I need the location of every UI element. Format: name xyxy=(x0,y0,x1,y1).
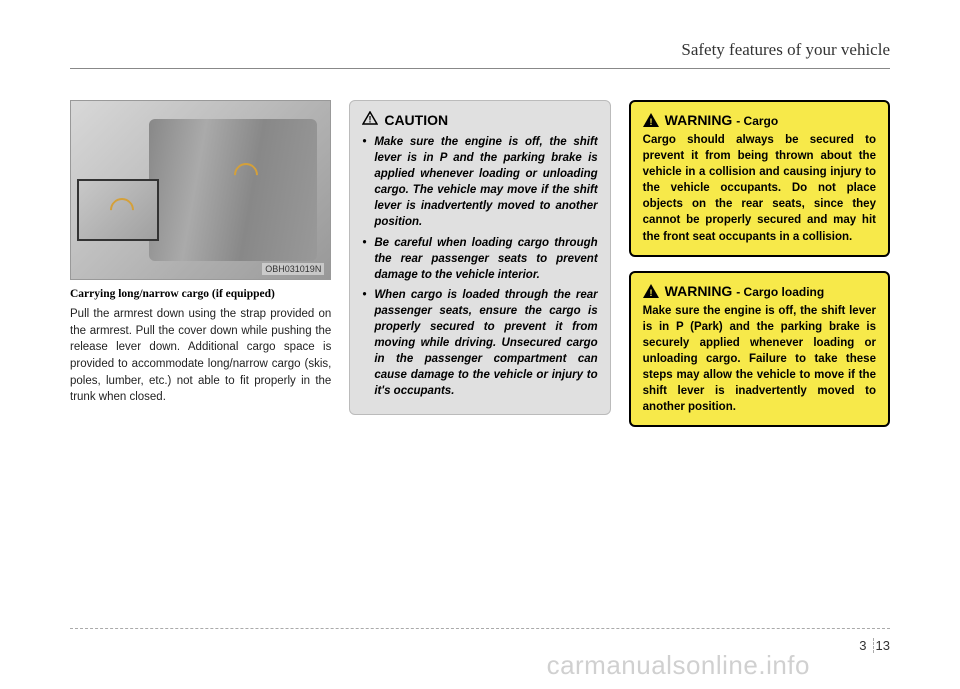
svg-text:!: ! xyxy=(649,117,652,127)
column-left: OBH031019N Carrying long/narrow cargo (i… xyxy=(70,100,331,441)
warning-body: Cargo should always be secured to preven… xyxy=(643,132,876,245)
warning-body: Make sure the engine is off, the shift l… xyxy=(643,303,876,416)
warning-header: ! WARNING - Cargo loading xyxy=(643,283,876,299)
section-number: 3 xyxy=(859,638,873,653)
caution-item: Make sure the engine is off, the shift l… xyxy=(362,134,597,231)
body-paragraph: Pull the armrest down using the strap pr… xyxy=(70,306,331,406)
column-right: ! WARNING - Cargo Cargo should always be… xyxy=(629,100,890,441)
caution-item: Be careful when loading cargo through th… xyxy=(362,235,597,283)
warning-title: WARNING xyxy=(665,283,733,299)
warning-box-cargo: ! WARNING - Cargo Cargo should always be… xyxy=(629,100,890,257)
column-middle: ! CAUTION Make sure the engine is off, t… xyxy=(349,100,610,441)
svg-text:!: ! xyxy=(369,115,372,125)
caution-triangle-icon: ! xyxy=(362,111,378,128)
caution-header: ! CAUTION xyxy=(362,111,597,128)
warning-subtitle: - Cargo xyxy=(736,114,778,128)
figure-code-label: OBH031019N xyxy=(262,263,324,275)
header-divider xyxy=(70,68,890,69)
footer-divider xyxy=(70,628,890,629)
figure-illustration: OBH031019N xyxy=(70,100,331,280)
page-num: 13 xyxy=(876,638,890,653)
svg-text:!: ! xyxy=(649,288,652,298)
seat-graphic xyxy=(149,119,318,261)
figure-inset xyxy=(77,179,159,241)
caution-item: When cargo is loaded through the rear pa… xyxy=(362,287,597,400)
warning-subtitle: - Cargo loading xyxy=(736,285,824,299)
warning-triangle-icon: ! xyxy=(643,284,659,298)
warning-header: ! WARNING - Cargo xyxy=(643,112,876,128)
caution-box: ! CAUTION Make sure the engine is off, t… xyxy=(349,100,610,415)
warning-box-cargo-loading: ! WARNING - Cargo loading Make sure the … xyxy=(629,271,890,428)
watermark: carmanualsonline.info xyxy=(547,650,810,681)
warning-triangle-icon: ! xyxy=(643,113,659,127)
caution-body: Make sure the engine is off, the shift l… xyxy=(362,134,597,400)
warning-title: WARNING xyxy=(665,112,733,128)
page-number: 313 xyxy=(859,638,890,653)
content-area: OBH031019N Carrying long/narrow cargo (i… xyxy=(70,100,890,441)
figure-caption: Carrying long/narrow cargo (if equipped) xyxy=(70,288,331,300)
page-header: Safety features of your vehicle xyxy=(681,40,890,60)
caution-title: CAUTION xyxy=(384,112,448,128)
